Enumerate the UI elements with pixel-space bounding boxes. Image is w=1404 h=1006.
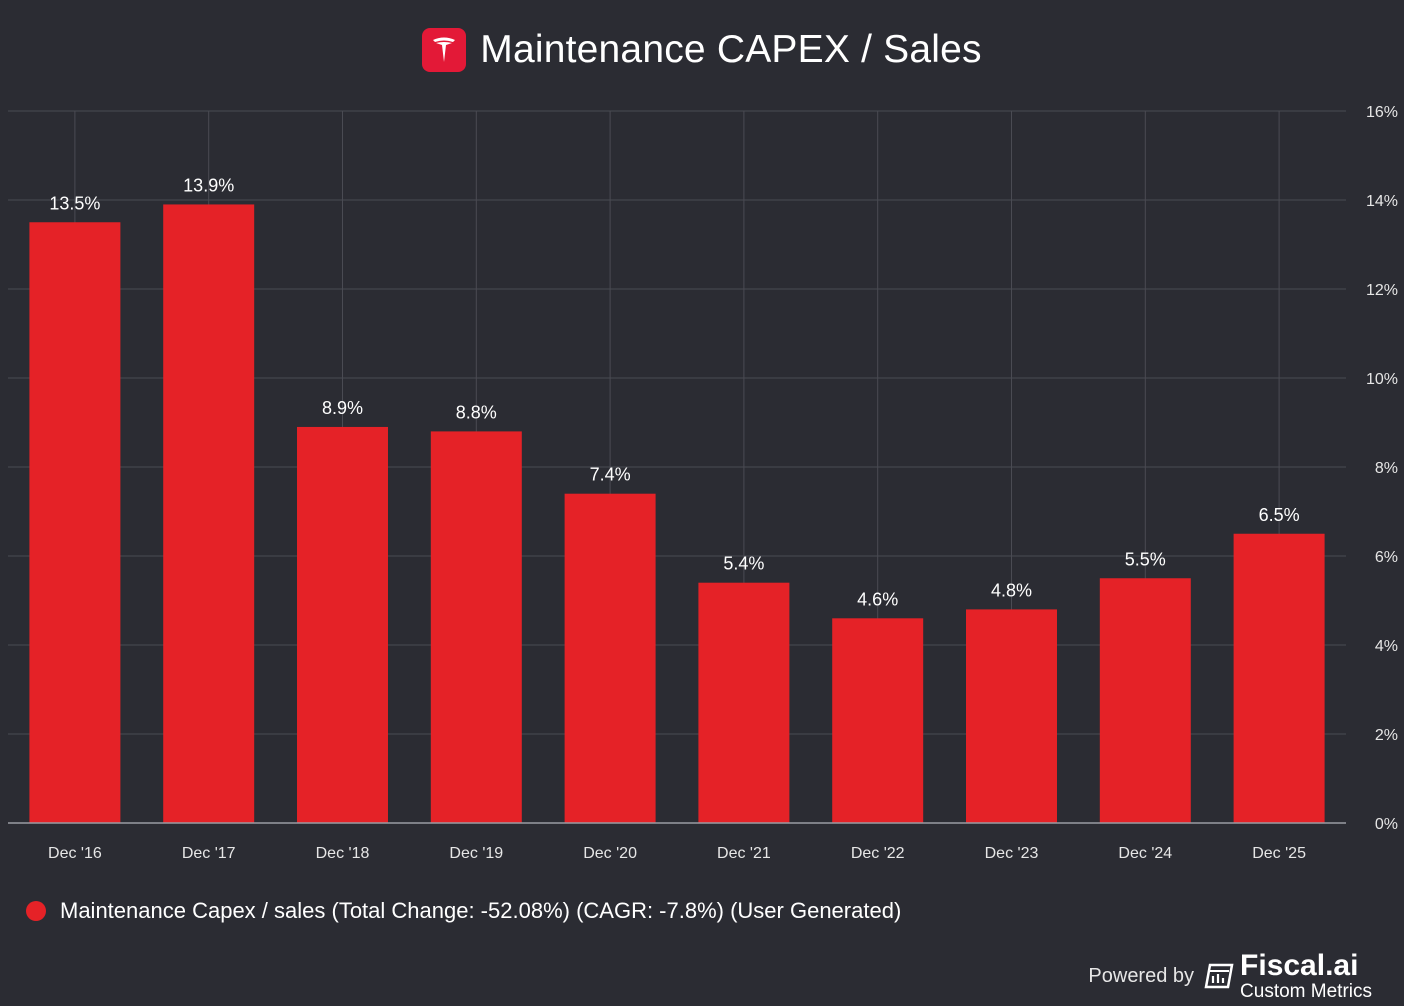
chart-title: Maintenance CAPEX / Sales [480, 28, 982, 71]
data-label: 5.5% [1125, 549, 1166, 569]
x-tick-label: Dec '17 [182, 845, 236, 862]
y-tick-label: 12% [1366, 282, 1398, 299]
tesla-logo-icon [422, 28, 467, 72]
brand-name: Fiscal.ai [1240, 949, 1359, 982]
bar [1099, 578, 1191, 823]
data-label: 5.4% [723, 554, 764, 574]
data-label: 8.9% [322, 398, 363, 418]
x-tick-label: Dec '25 [1252, 845, 1306, 862]
x-tick-label: Dec '18 [316, 845, 370, 862]
x-tick-label: Dec '16 [48, 845, 102, 862]
bar [29, 222, 121, 823]
y-tick-label: 4% [1375, 638, 1398, 655]
powered-by-label: Powered by [1088, 964, 1195, 987]
x-tick-label: Dec '22 [851, 845, 905, 862]
brand-subtitle: Custom Metrics [1240, 981, 1372, 1002]
x-tick-label: Dec '23 [985, 845, 1039, 862]
data-label: 4.8% [991, 580, 1032, 600]
data-label: 13.5% [49, 193, 100, 213]
bar [564, 493, 656, 823]
bar [430, 431, 522, 823]
y-tick-label: 16% [1366, 104, 1398, 121]
x-tick-label: Dec '19 [449, 845, 503, 862]
bar [698, 582, 790, 823]
footer-branding: Powered by Fiscal.ai Custom Metrics [1088, 949, 1372, 1002]
bar [832, 618, 924, 823]
legend-label: Maintenance Capex / sales (Total Change:… [60, 898, 902, 923]
y-tick-label: 10% [1366, 371, 1398, 388]
x-tick-label: Dec '21 [717, 845, 771, 862]
data-label: 6.5% [1259, 505, 1300, 525]
y-tick-label: 0% [1375, 816, 1398, 833]
fiscal-logo-icon [1204, 963, 1234, 989]
y-tick-label: 14% [1366, 193, 1398, 210]
data-label: 13.9% [183, 175, 234, 195]
legend-marker [26, 901, 46, 921]
bar-chart: 0% 2% 4% 6% 8% 10% 12% 14% 16% 13.5% Dec '16 13.9% D… [8, 104, 1398, 862]
data-label: 7.4% [590, 465, 631, 485]
y-tick-label: 2% [1375, 727, 1398, 744]
chart-header: Maintenance CAPEX / Sales [0, 22, 1404, 78]
bar [1233, 533, 1325, 823]
legend[interactable]: Maintenance Capex / sales (Total Change:… [26, 896, 901, 926]
y-tick-label: 8% [1375, 460, 1398, 477]
x-tick-label: Dec '24 [1118, 845, 1172, 862]
bar [297, 426, 388, 823]
y-tick-label: 6% [1375, 549, 1398, 566]
data-label: 8.8% [456, 402, 497, 422]
x-tick-label: Dec '20 [583, 845, 637, 862]
bar [966, 609, 1057, 823]
bar [163, 204, 255, 823]
data-label: 4.6% [857, 589, 898, 609]
